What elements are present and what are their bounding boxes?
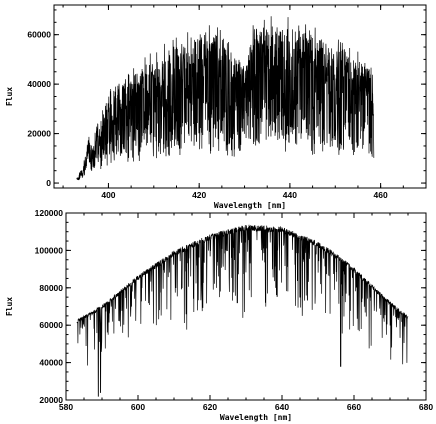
y-tick-label: 80000	[39, 283, 63, 293]
y-tick-label: 20000	[39, 395, 63, 405]
x-tick-label: 620	[203, 402, 217, 412]
spectrum-line-2	[76, 224, 409, 397]
y-tick-label: 100000	[35, 245, 64, 255]
y-axis-title: Flux	[5, 297, 14, 316]
x-tick-label: 600	[131, 402, 145, 412]
y-tick-label: 60000	[39, 320, 63, 330]
y-tick-label: 60000	[27, 30, 51, 40]
y-tick-label: 40000	[39, 358, 63, 368]
x-tick-label: 400	[101, 190, 115, 200]
x-axis-title: Wavelength [nm]	[214, 201, 286, 210]
y-axis-title: Flux	[5, 87, 14, 106]
spectrum-line-1	[76, 16, 375, 181]
y-tick-label: 20000	[27, 129, 51, 139]
x-tick-label: 640	[275, 402, 289, 412]
x-axis-title: Wavelength [nm]	[220, 413, 292, 422]
y-tick-label: 120000	[35, 208, 64, 218]
x-tick-label: 680	[419, 402, 433, 412]
x-tick-label: 460	[374, 190, 388, 200]
x-tick-label: 660	[347, 402, 361, 412]
x-tick-label: 580	[59, 402, 73, 412]
chart-panel-1: 400 420 440 460 0 20000 40000 60000 Wavelength […	[5, 4, 427, 210]
y-tick-label: 0	[46, 178, 51, 188]
x-tick-label: 420	[192, 190, 206, 200]
x-tick-label: 440	[283, 190, 297, 200]
y-tick-label: 40000	[27, 79, 51, 89]
chart-panel-2: 580 600 620 640 660 680 20000 40000 60000 80000 10…	[5, 208, 433, 422]
